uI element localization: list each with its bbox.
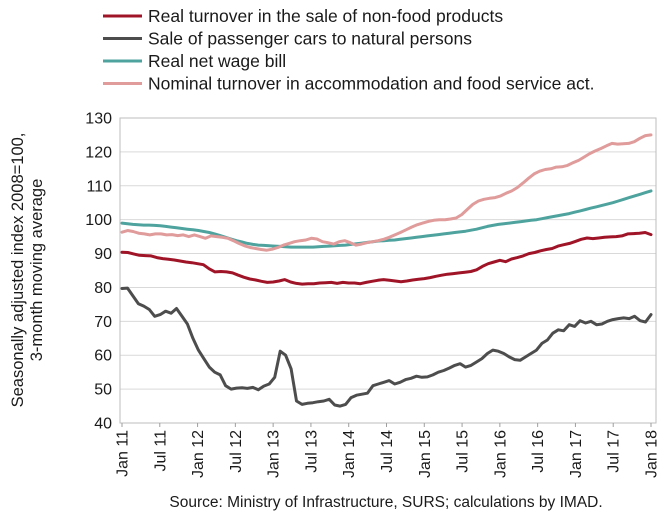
x-tick-label: Jan 16 xyxy=(492,430,509,478)
y-tick-label: 100 xyxy=(85,212,112,229)
x-tick-label: Jan 12 xyxy=(190,430,207,478)
x-axis-ticks: Jan 11 Jul 11 Jan 12 Jul 12 Jan 13 Jul 13 Jan … xyxy=(115,423,661,478)
y-tick-label: 130 xyxy=(85,111,112,128)
x-tick-label: Jan 18 xyxy=(644,430,661,478)
series-lines xyxy=(120,133,653,408)
legend-label-3: Nominal turnover in accommodation and fo… xyxy=(148,74,594,94)
y-axis-ticks: 40 50 60 70 80 90 100 110 120 130 xyxy=(85,111,112,433)
legend-label-0: Real turnover in the sale of non-food pr… xyxy=(148,6,503,26)
x-tick-label: Jul 16 xyxy=(530,430,547,473)
legend: Real turnover in the sale of non-food pr… xyxy=(103,6,594,94)
x-tick-label: Jan 15 xyxy=(417,430,434,478)
source-note: Source: Ministry of Infrastructure, SURS… xyxy=(169,494,602,511)
x-tick-label: Jan 17 xyxy=(568,430,585,478)
x-tick-label: Jul 12 xyxy=(228,430,245,473)
gridlines xyxy=(120,151,656,390)
x-tick-label: Jan 11 xyxy=(115,430,132,477)
plot-frame xyxy=(119,117,657,424)
x-tick-label: Jul 17 xyxy=(606,430,623,473)
x-tick-label: Jul 15 xyxy=(455,430,472,473)
series-line-2 xyxy=(120,189,653,249)
x-tick-label: Jul 14 xyxy=(379,430,396,473)
legend-label-2: Real net wage bill xyxy=(148,51,286,71)
y-tick-label: 70 xyxy=(94,314,112,331)
y-tick-label: 110 xyxy=(86,178,112,195)
y-axis-title-line1: Seasonally adjusted index 2008=100, xyxy=(9,133,27,408)
series-line-3 xyxy=(120,133,653,252)
y-tick-label: 60 xyxy=(94,348,112,365)
y-tick-label: 120 xyxy=(85,144,112,161)
y-axis-title-line2: 3-month moving average xyxy=(28,179,46,362)
y-tick-label: 90 xyxy=(94,246,112,263)
series-line-1 xyxy=(120,286,653,408)
y-tick-label: 80 xyxy=(94,280,112,297)
x-tick-label: Jan 13 xyxy=(266,430,283,478)
legend-label-1: Sale of passenger cars to natural person… xyxy=(148,29,472,49)
y-tick-label: 50 xyxy=(94,382,112,399)
y-tick-label: 40 xyxy=(94,416,112,433)
x-tick-label: Jul 13 xyxy=(303,430,320,473)
series-line-0 xyxy=(120,231,653,286)
x-tick-label: Jul 11 xyxy=(152,430,169,472)
x-tick-label: Jan 14 xyxy=(341,430,358,478)
